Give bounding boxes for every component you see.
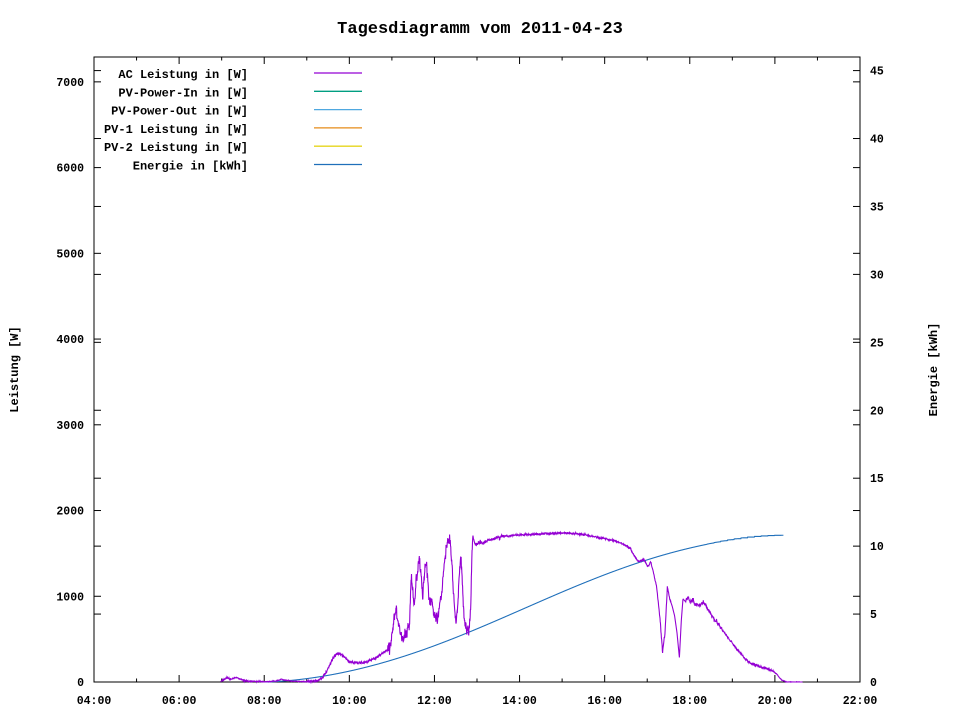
svg-text:AC Leistung in [W]: AC Leistung in [W] — [118, 68, 248, 82]
svg-text:Energie in [kWh]: Energie in [kWh] — [133, 160, 248, 174]
svg-text:Leistung [W]: Leistung [W] — [8, 326, 22, 412]
svg-text:06:00: 06:00 — [162, 695, 197, 708]
svg-text:3000: 3000 — [56, 420, 84, 433]
svg-text:Tagesdiagramm vom 2011-04-23: Tagesdiagramm vom 2011-04-23 — [337, 20, 623, 39]
svg-text:7000: 7000 — [56, 77, 84, 90]
svg-text:1000: 1000 — [56, 591, 84, 604]
svg-text:45: 45 — [870, 66, 884, 79]
svg-text:15: 15 — [870, 473, 884, 486]
svg-text:6000: 6000 — [56, 163, 84, 176]
svg-text:0: 0 — [77, 677, 84, 690]
svg-text:Energie [kWh]: Energie [kWh] — [927, 323, 941, 417]
svg-text:PV-Power-Out in [W]: PV-Power-Out in [W] — [111, 105, 248, 119]
svg-text:20:00: 20:00 — [758, 695, 793, 708]
svg-text:30: 30 — [870, 269, 884, 282]
svg-text:22:00: 22:00 — [843, 695, 878, 708]
svg-text:08:00: 08:00 — [247, 695, 282, 708]
svg-text:5: 5 — [870, 609, 877, 622]
svg-text:04:00: 04:00 — [77, 695, 112, 708]
svg-text:40: 40 — [870, 134, 884, 147]
svg-text:20: 20 — [870, 405, 884, 418]
svg-text:35: 35 — [870, 201, 884, 214]
svg-text:PV-Power-In in [W]: PV-Power-In in [W] — [118, 86, 248, 100]
svg-text:4000: 4000 — [56, 334, 84, 347]
svg-text:2000: 2000 — [56, 506, 84, 519]
svg-text:25: 25 — [870, 337, 884, 350]
svg-text:0: 0 — [870, 677, 877, 690]
svg-text:10:00: 10:00 — [332, 695, 367, 708]
svg-text:PV-1 Leistung in [W]: PV-1 Leistung in [W] — [104, 123, 248, 137]
svg-text:PV-2 Leistung in [W]: PV-2 Leistung in [W] — [104, 141, 248, 155]
svg-text:14:00: 14:00 — [502, 695, 537, 708]
svg-text:5000: 5000 — [56, 248, 84, 261]
svg-text:16:00: 16:00 — [587, 695, 622, 708]
svg-text:10: 10 — [870, 541, 884, 554]
svg-text:12:00: 12:00 — [417, 695, 452, 708]
svg-text:18:00: 18:00 — [673, 695, 708, 708]
